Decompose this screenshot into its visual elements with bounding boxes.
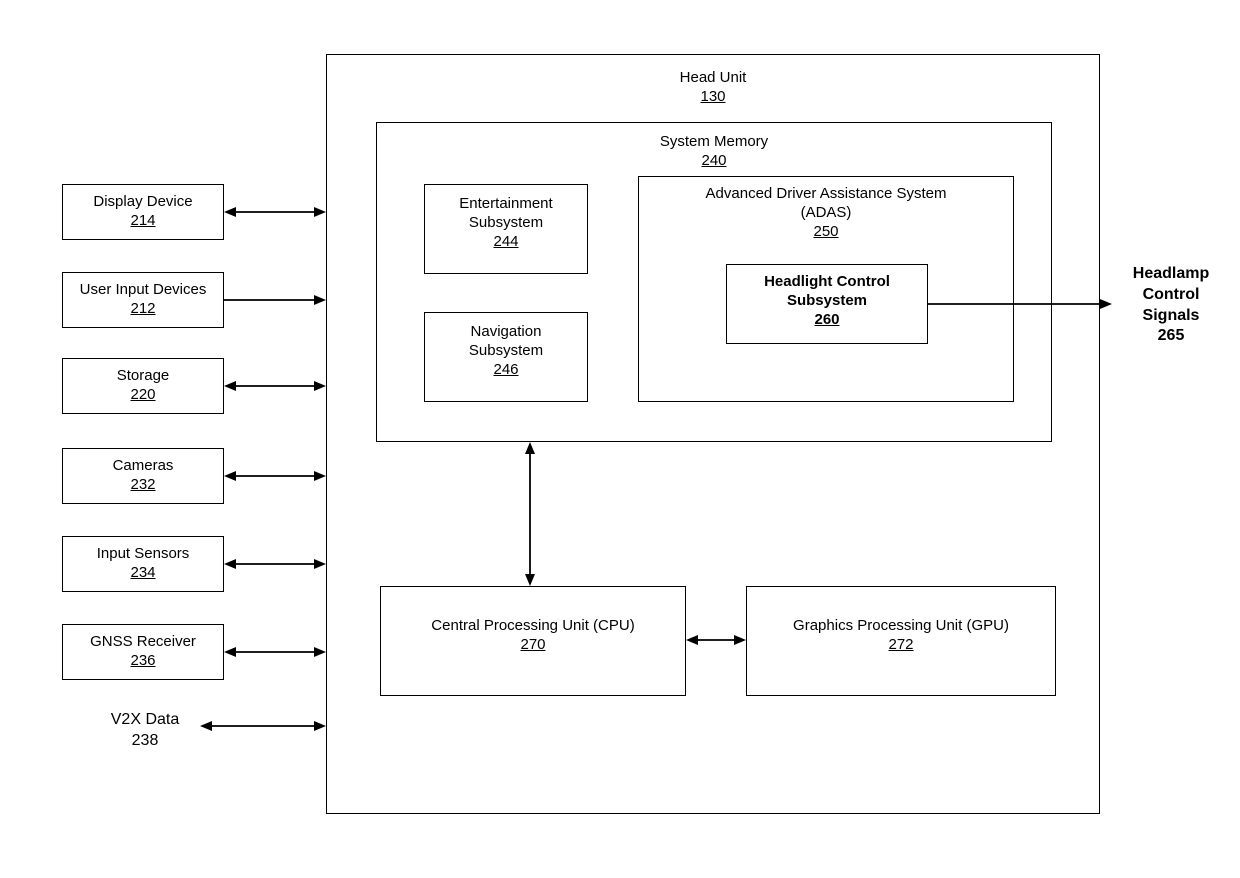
gnss-receiver-title: GNSS Receiver: [63, 633, 223, 652]
storage-title: Storage: [63, 367, 223, 386]
user-input-devices-ref: 212: [63, 300, 223, 319]
entertainment-subsystem-title: EntertainmentSubsystem: [425, 195, 587, 233]
storage-ref: 220: [63, 386, 223, 405]
gpu-ref: 272: [747, 636, 1055, 655]
input-sensors-title: Input Sensors: [63, 545, 223, 564]
navigation-subsystem-title: NavigationSubsystem: [425, 323, 587, 361]
gpu-title: Graphics Processing Unit (GPU): [747, 617, 1055, 636]
user-input-devices-box: User Input Devices 212: [62, 272, 224, 328]
user-input-devices-title: User Input Devices: [63, 281, 223, 300]
gnss-receiver-ref: 236: [63, 652, 223, 671]
adas-ref: 250: [639, 223, 1013, 242]
gpu-box: Graphics Processing Unit (GPU) 272: [746, 586, 1056, 696]
display-device-ref: 214: [63, 212, 223, 231]
cpu-ref: 270: [381, 636, 685, 655]
input-sensors-ref: 234: [63, 564, 223, 583]
system-memory-title: System Memory: [377, 133, 1051, 152]
input-sensors-box: Input Sensors 234: [62, 536, 224, 592]
display-device-title: Display Device: [63, 193, 223, 212]
cameras-ref: 232: [63, 476, 223, 495]
adas-title: Advanced Driver Assistance System(ADAS): [639, 185, 1013, 223]
v2x-data-label: V2X Data238: [100, 710, 190, 752]
cpu-title: Central Processing Unit (CPU): [381, 617, 685, 636]
navigation-subsystem-box: NavigationSubsystem 246: [424, 312, 588, 402]
cameras-title: Cameras: [63, 457, 223, 476]
entertainment-subsystem-box: EntertainmentSubsystem 244: [424, 184, 588, 274]
system-memory-ref: 240: [377, 152, 1051, 171]
headlight-control-box: Headlight ControlSubsystem 260: [726, 264, 928, 344]
diagram-canvas: Head Unit 130 System Memory 240 Entertai…: [0, 0, 1240, 878]
display-device-box: Display Device 214: [62, 184, 224, 240]
head-unit-ref: 130: [327, 88, 1099, 107]
gnss-receiver-box: GNSS Receiver 236: [62, 624, 224, 680]
headlamp-control-signals-label: HeadlampControlSignals265: [1116, 264, 1226, 347]
head-unit-title: Head Unit: [327, 69, 1099, 88]
cameras-box: Cameras 232: [62, 448, 224, 504]
headlight-control-ref: 260: [727, 311, 927, 330]
navigation-subsystem-ref: 246: [425, 361, 587, 380]
headlight-control-title: Headlight ControlSubsystem: [727, 273, 927, 311]
entertainment-subsystem-ref: 244: [425, 233, 587, 252]
cpu-box: Central Processing Unit (CPU) 270: [380, 586, 686, 696]
storage-box: Storage 220: [62, 358, 224, 414]
